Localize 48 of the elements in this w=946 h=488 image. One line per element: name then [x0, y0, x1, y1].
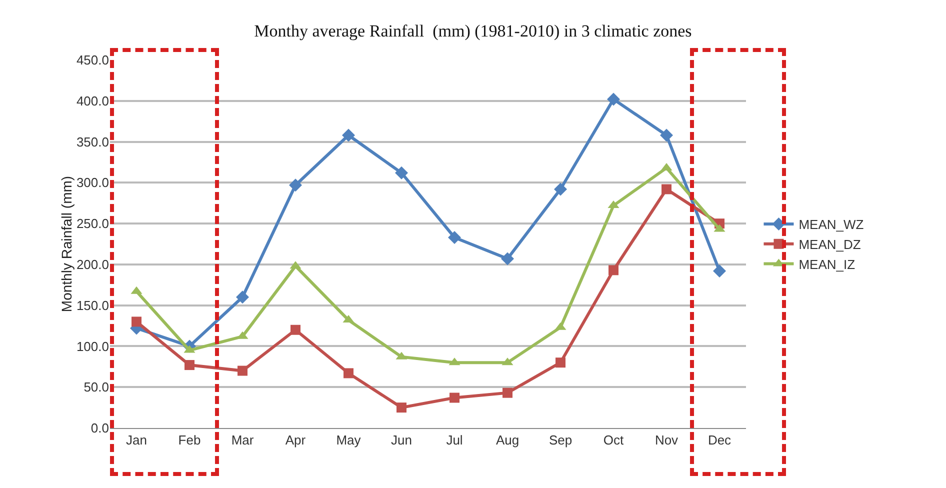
legend-label: MEAN_WZ: [798, 217, 864, 232]
point: [662, 184, 672, 194]
y-tick-label: 350.0: [76, 134, 109, 150]
y-tick-label: 0.0: [90, 420, 109, 436]
point: [289, 178, 302, 192]
point: [450, 392, 460, 403]
y-tick-label: 400.0: [76, 93, 109, 108]
point: [395, 166, 408, 180]
x-tick-label: Jun: [391, 432, 412, 448]
y-tick-label: 450.0: [76, 52, 109, 68]
x-tick-label: Feb: [178, 432, 201, 448]
legend-label: MEAN_IZ: [798, 256, 856, 272]
point: [236, 290, 249, 304]
y-tick-label: 250.0: [76, 216, 109, 232]
legend-label: MEAN_DZ: [798, 236, 861, 252]
x-tick-label: Mar: [231, 432, 254, 448]
point: [132, 316, 142, 327]
chart-title: Monthy average Rainfall (mm) (1981-2010) in 3 climatic zones: [254, 21, 692, 40]
point: [342, 128, 355, 142]
point: [713, 264, 726, 278]
point: [344, 368, 354, 378]
y-tick-label: 200.0: [76, 256, 109, 272]
point: [607, 92, 620, 106]
y-tick-label: 100.0: [76, 338, 109, 354]
point: [608, 265, 618, 276]
point: [448, 230, 461, 244]
y-tick-label: 150.0: [76, 298, 109, 313]
point: [556, 358, 566, 368]
y-axis-title: Monthly Rainfall (mm): [58, 176, 74, 312]
point: [184, 360, 194, 370]
x-tick-label: Sep: [548, 432, 572, 448]
y-tick-label: 300.0: [76, 175, 109, 190]
point: [290, 324, 300, 335]
point: [396, 402, 406, 413]
x-tick-label: Apr: [285, 432, 306, 448]
x-tick-label: Aug: [496, 432, 520, 448]
point: [501, 252, 514, 266]
point: [660, 128, 673, 142]
x-tick-label: Dec: [708, 432, 732, 448]
point: [554, 182, 567, 196]
x-tick-label: Jan: [126, 432, 147, 448]
point: [238, 366, 248, 376]
x-tick-label: Nov: [654, 432, 679, 448]
y-tick-label: 50.0: [84, 380, 109, 395]
x-tick-label: May: [336, 432, 362, 448]
point: [502, 388, 512, 398]
x-tick-label: Jul: [446, 432, 463, 448]
x-tick-label: Oct: [603, 432, 624, 448]
